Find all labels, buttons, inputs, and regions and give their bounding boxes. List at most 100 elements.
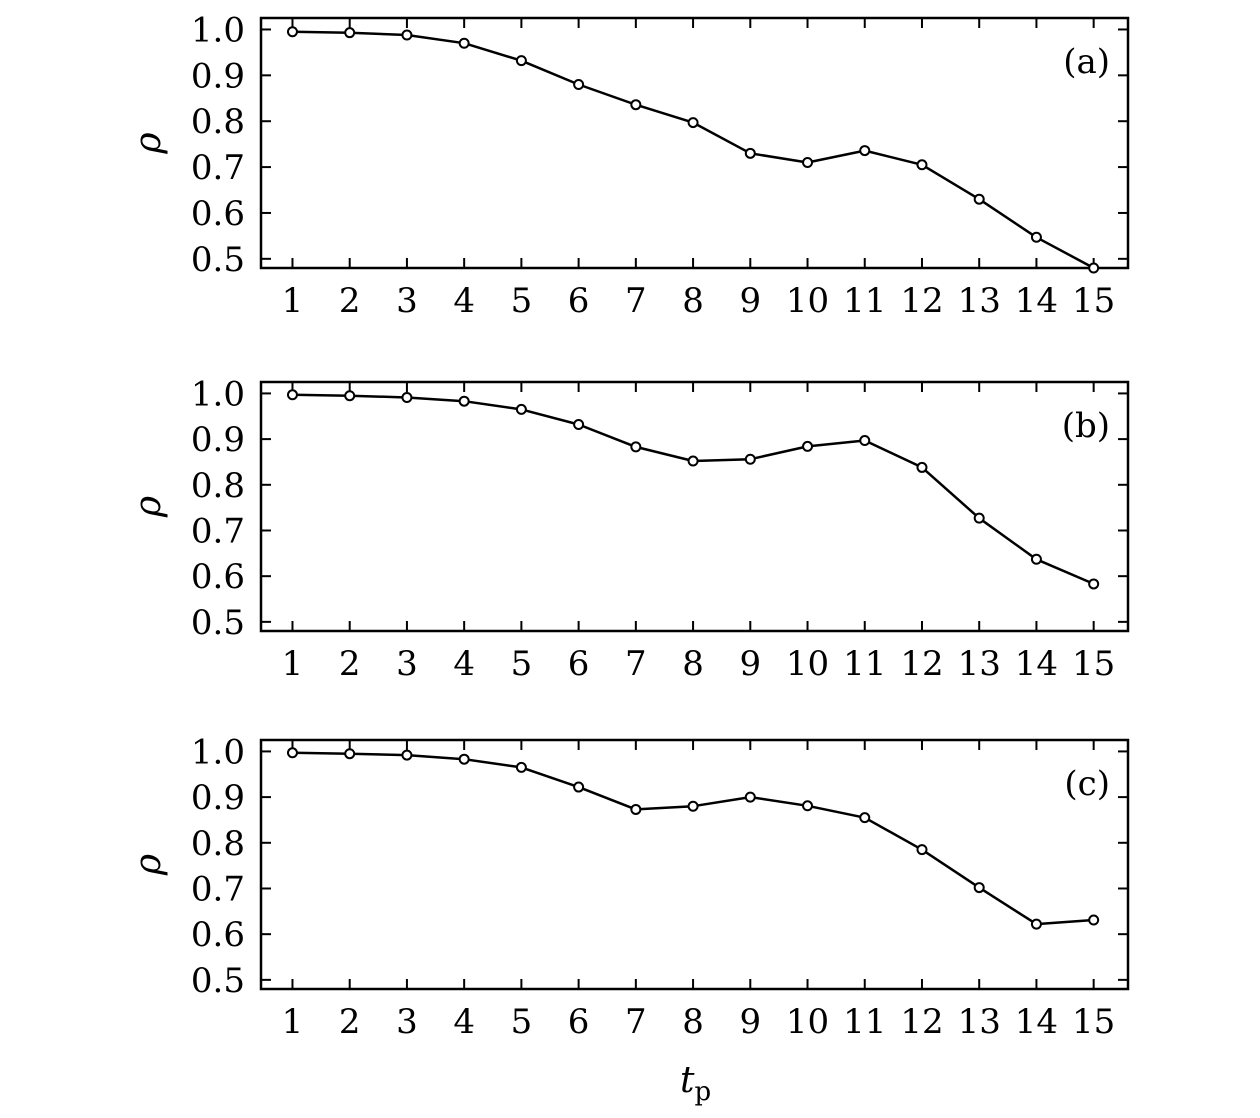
x-tick-label: 10 — [786, 281, 829, 321]
x-tick-label: 2 — [339, 281, 361, 321]
data-point — [630, 99, 642, 111]
y-tick-label: 0.9 — [191, 778, 245, 818]
x-tick-label: 5 — [511, 644, 533, 684]
x-tick-label: 10 — [786, 1002, 829, 1042]
x-tick-label: 12 — [900, 281, 943, 321]
y-tick-label: 0.6 — [191, 557, 245, 597]
data-point — [859, 145, 871, 157]
x-tick-label: 1 — [282, 1002, 304, 1042]
x-tick-label: 4 — [453, 644, 475, 684]
data-point — [744, 791, 756, 803]
data-point — [1030, 553, 1042, 565]
y-tick-label: 0.9 — [191, 420, 245, 460]
data-point — [573, 781, 585, 793]
x-tick-label: 14 — [1015, 1002, 1058, 1042]
data-point — [286, 389, 298, 401]
x-tick-label: 1 — [282, 281, 304, 321]
x-tick-label: 4 — [453, 1002, 475, 1042]
x-tick-label: 7 — [625, 281, 647, 321]
data-point — [344, 748, 356, 760]
data-point — [401, 749, 413, 761]
data-point — [1030, 231, 1042, 243]
data-point — [916, 461, 928, 473]
data-point — [1088, 262, 1100, 274]
x-tick-label: 15 — [1072, 644, 1115, 684]
series-line — [292, 393, 1095, 586]
x-tick-label: 15 — [1072, 281, 1115, 321]
y-tick-label: 0.8 — [191, 102, 245, 142]
x-axis-label-subscript: p — [694, 1077, 711, 1107]
data-point — [458, 395, 470, 407]
data-point — [401, 29, 413, 41]
data-point — [973, 882, 985, 894]
x-tick-label: 10 — [786, 644, 829, 684]
x-tick-label: 6 — [568, 644, 590, 684]
plot-frame — [259, 738, 1130, 991]
data-point — [630, 803, 642, 815]
x-tick-label: 15 — [1072, 1002, 1115, 1042]
x-tick-label: 11 — [843, 644, 886, 684]
series-line — [292, 30, 1095, 270]
x-tick-label: 4 — [453, 281, 475, 321]
data-point — [286, 26, 298, 38]
panel-label: (b) — [1062, 406, 1110, 446]
x-tick-label: 7 — [625, 644, 647, 684]
x-tick-label: 7 — [625, 1002, 647, 1042]
data-point — [458, 753, 470, 765]
y-tick-label: 0.5 — [191, 603, 245, 643]
x-tick-label: 8 — [682, 281, 704, 321]
y-tick-label: 0.6 — [191, 194, 245, 234]
x-tick-label: 11 — [843, 281, 886, 321]
y-tick-label: 1.0 — [191, 10, 245, 50]
plot-frame — [259, 380, 1130, 633]
data-point — [344, 390, 356, 402]
data-point — [573, 418, 585, 430]
x-tick-label: 3 — [396, 281, 418, 321]
plot-frame — [259, 16, 1130, 270]
data-point — [859, 812, 871, 824]
data-point — [630, 441, 642, 453]
data-point — [916, 159, 928, 171]
data-point — [515, 761, 527, 773]
y-tick-label: 0.9 — [191, 56, 245, 96]
data-point — [802, 800, 814, 812]
x-tick-label: 5 — [511, 1002, 533, 1042]
data-point — [744, 453, 756, 465]
panels: 1 2 3 4 5 6 7 8 9 10 11 12 13 14 150.50.60.70.80.91.0ρ… — [128, 10, 1130, 1042]
data-point — [401, 392, 413, 404]
data-point — [687, 117, 699, 129]
panel-label: (c) — [1064, 764, 1110, 804]
data-point — [802, 156, 814, 168]
data-point — [1088, 914, 1100, 926]
x-tick-label: 6 — [568, 1002, 590, 1042]
x-tick-label: 11 — [843, 1002, 886, 1042]
x-tick-label: 14 — [1015, 644, 1058, 684]
x-tick-label: 13 — [958, 644, 1001, 684]
y-tick-label: 0.5 — [191, 961, 245, 1001]
x-tick-label: 12 — [900, 644, 943, 684]
panel-label: (a) — [1063, 42, 1110, 82]
x-tick-label: 12 — [900, 1002, 943, 1042]
y-tick-label: 1.0 — [191, 374, 245, 414]
x-tick-label: 3 — [396, 1002, 418, 1042]
data-point — [344, 27, 356, 39]
y-tick-label: 0.7 — [191, 148, 245, 188]
y-tick-label: 1.0 — [191, 732, 245, 772]
x-axis-label: tp — [680, 1060, 711, 1107]
panel-c: 1 2 3 4 5 6 7 8 9 10 11 12 13 14 150.50.60.70.80.91.0ρ… — [128, 732, 1130, 1042]
x-tick-label: 9 — [739, 1002, 761, 1042]
data-point — [515, 403, 527, 415]
data-point — [687, 800, 699, 812]
y-axis-label: ρ — [128, 132, 169, 154]
data-point — [1088, 578, 1100, 590]
x-tick-label: 9 — [739, 644, 761, 684]
y-tick-label: 0.5 — [191, 240, 245, 280]
data-point — [973, 193, 985, 205]
data-point — [515, 55, 527, 67]
series-line — [292, 751, 1094, 926]
data-point — [458, 37, 470, 49]
x-tick-label: 8 — [682, 644, 704, 684]
x-tick-label: 14 — [1015, 281, 1058, 321]
data-point — [286, 747, 298, 759]
x-tick-label: 6 — [568, 281, 590, 321]
